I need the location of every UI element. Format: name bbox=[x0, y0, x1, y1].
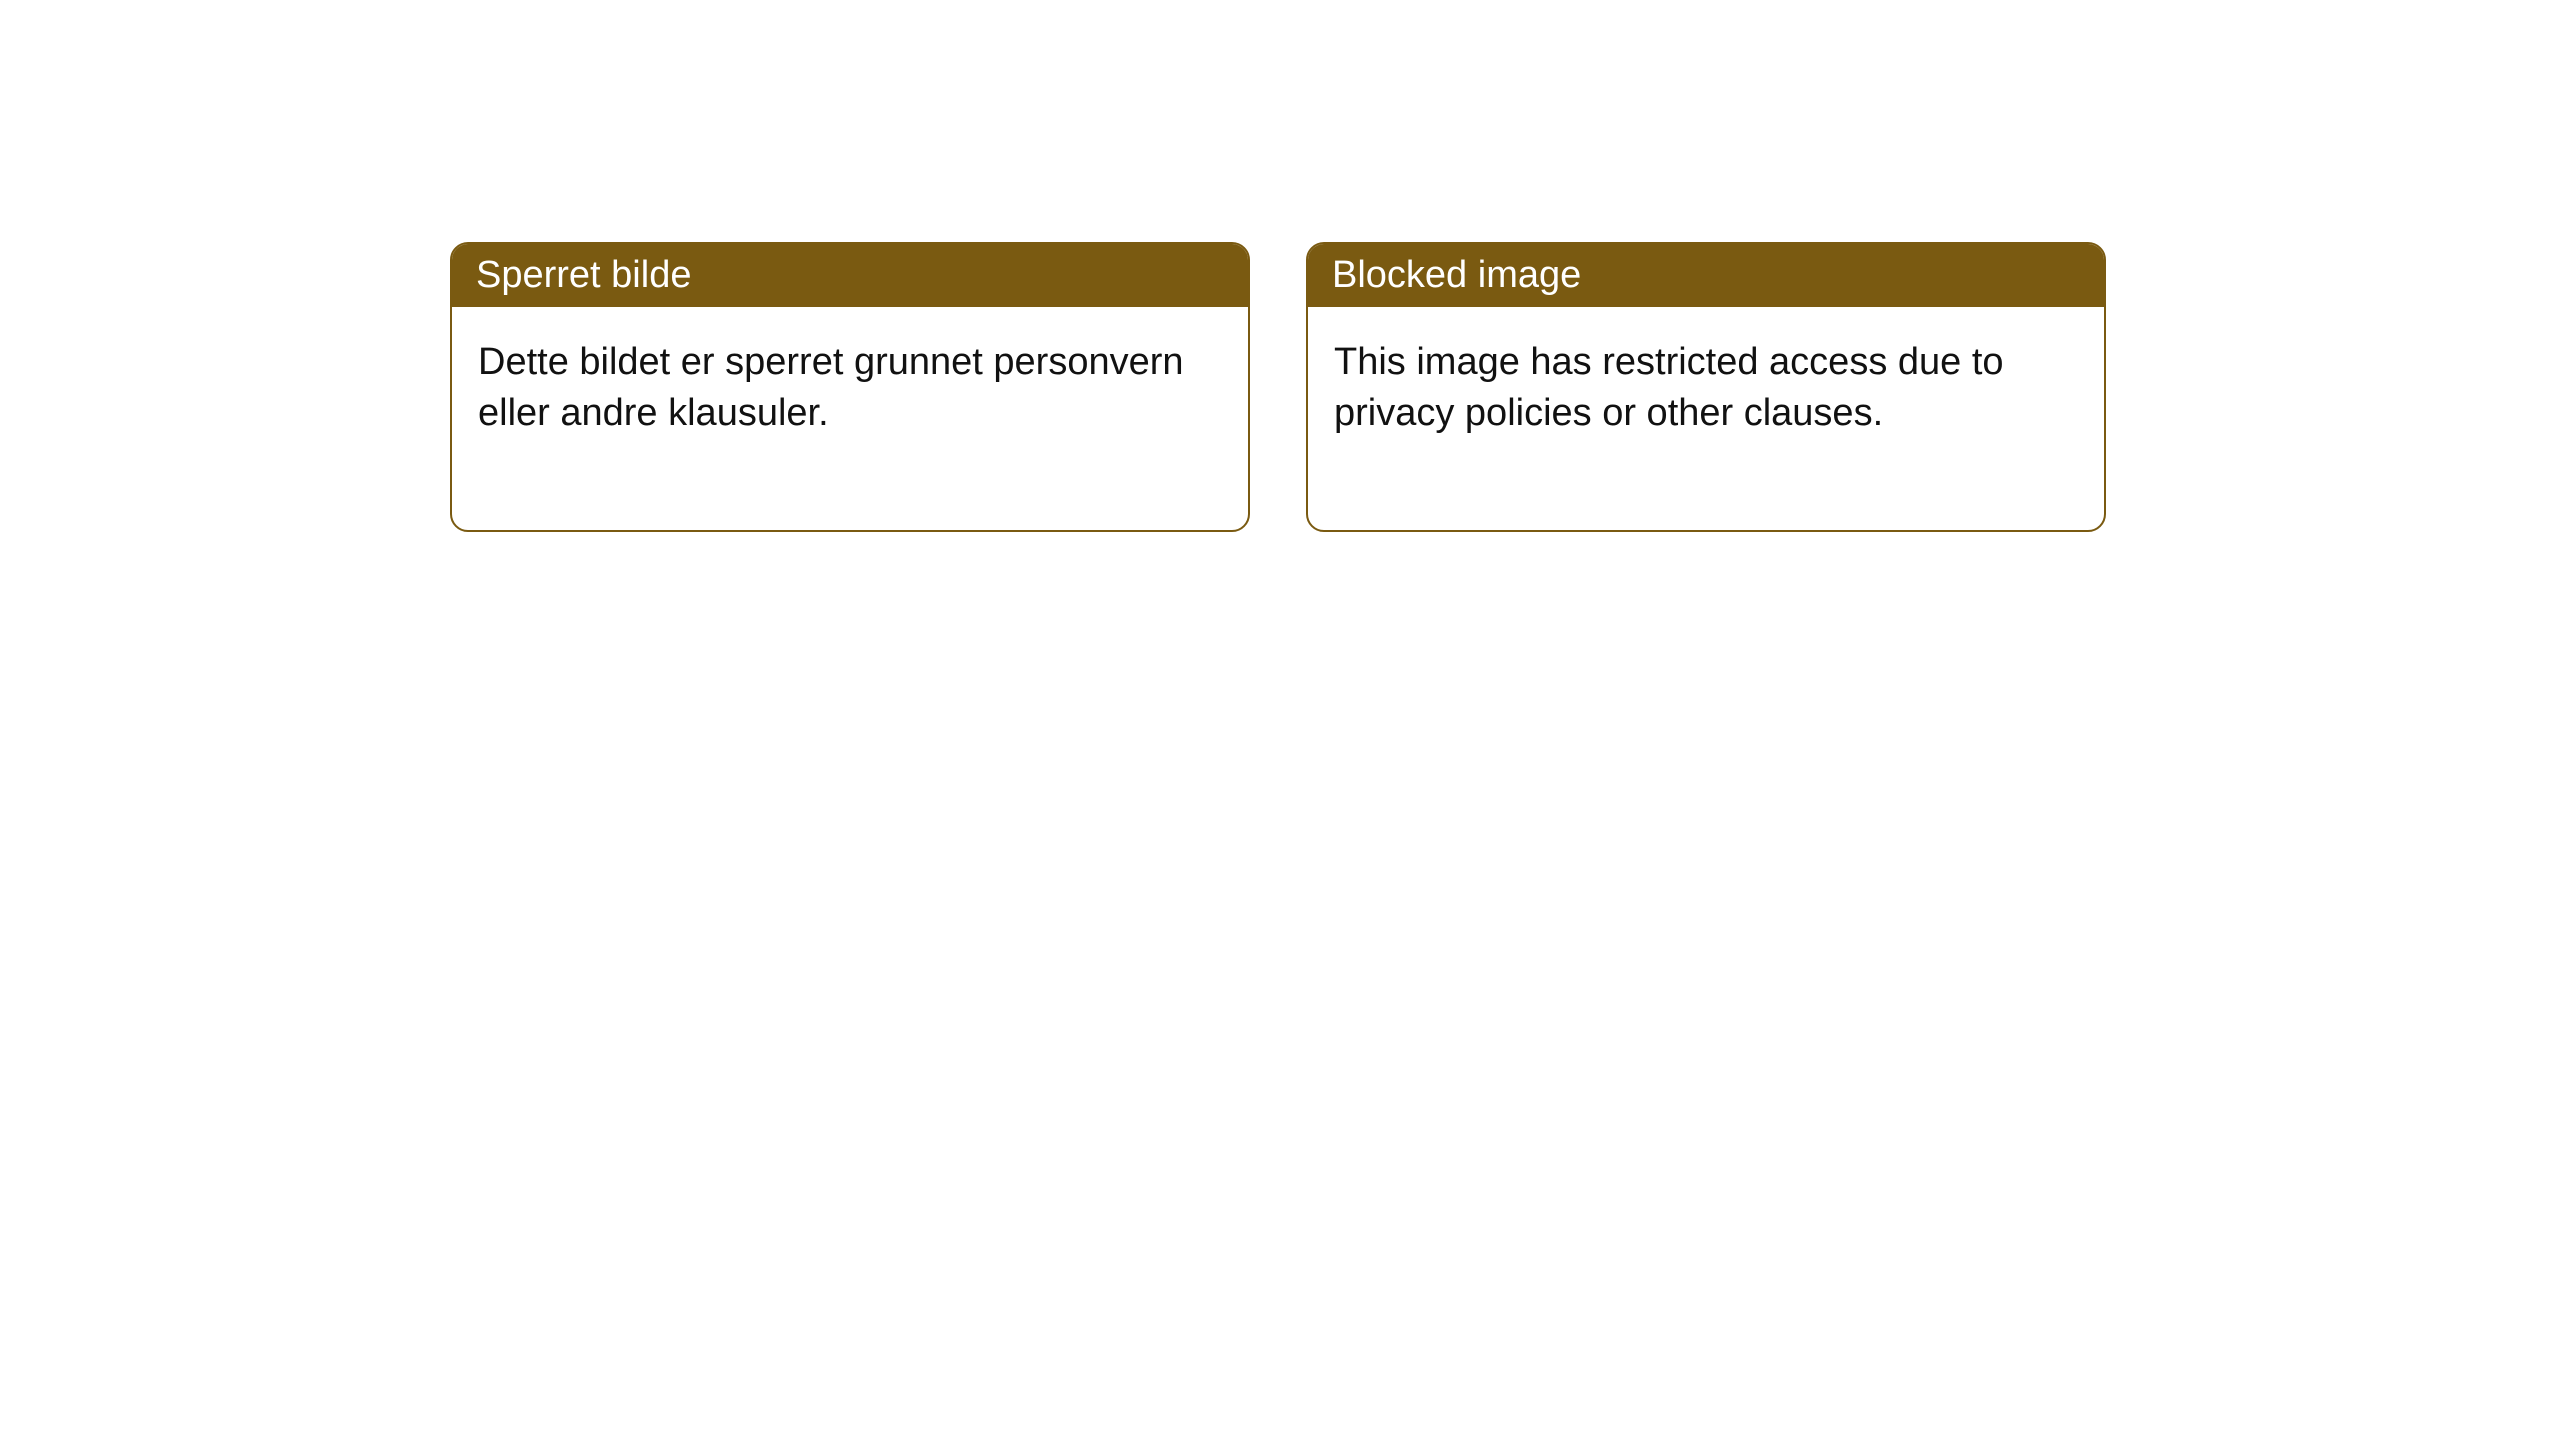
notice-card-english: Blocked image This image has restricted … bbox=[1306, 242, 2106, 532]
notice-card-norwegian: Sperret bilde Dette bildet er sperret gr… bbox=[450, 242, 1250, 532]
notice-cards-container: Sperret bilde Dette bildet er sperret gr… bbox=[450, 242, 2106, 532]
notice-body-norwegian: Dette bildet er sperret grunnet personve… bbox=[452, 307, 1248, 530]
notice-body-english: This image has restricted access due to … bbox=[1308, 307, 2104, 530]
notice-header-norwegian: Sperret bilde bbox=[452, 244, 1248, 307]
notice-header-english: Blocked image bbox=[1308, 244, 2104, 307]
